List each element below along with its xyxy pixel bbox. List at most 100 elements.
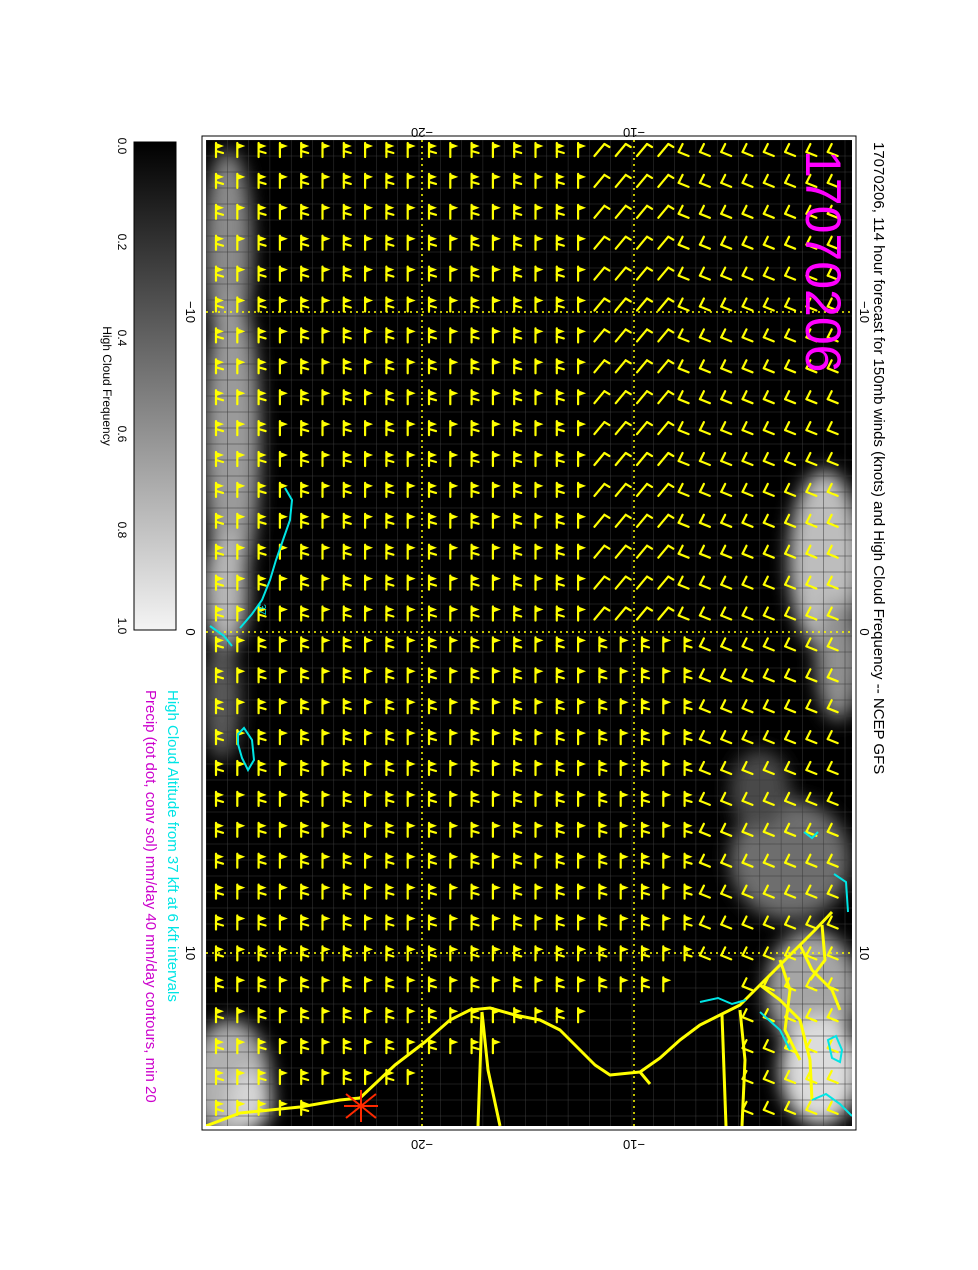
wind-barb	[534, 667, 544, 684]
wind-barb	[698, 606, 712, 621]
wind-barb	[406, 481, 416, 498]
wind-barb	[236, 141, 246, 159]
wind-barb	[720, 760, 733, 776]
wind-barb	[741, 637, 754, 652]
wind-barb	[427, 481, 438, 498]
wind-barb	[449, 605, 459, 622]
wind-barb	[805, 266, 818, 281]
wind-barb	[640, 945, 651, 962]
wind-barb	[364, 1007, 374, 1024]
wind-barb	[534, 759, 544, 777]
wind-barb	[278, 1068, 288, 1086]
wind-barb	[449, 296, 459, 313]
wind-barb	[364, 265, 374, 282]
dotted-reference-lines	[206, 140, 852, 1126]
wind-barb	[342, 667, 352, 684]
wind-barb	[698, 575, 712, 590]
wind-barb	[321, 667, 331, 684]
wind-barb	[278, 667, 288, 684]
wind-barb	[826, 482, 839, 497]
wind-barb	[619, 759, 629, 777]
wind-barb	[619, 636, 629, 653]
wind-barb	[278, 790, 288, 808]
wind-barb	[385, 821, 395, 838]
wind-barb	[677, 235, 690, 250]
wind-barb	[406, 574, 416, 591]
wind-barb	[619, 698, 629, 715]
wind-barb	[555, 265, 565, 282]
wind-barb	[214, 481, 225, 498]
wind-barb	[236, 481, 246, 498]
wind-barb	[640, 790, 651, 808]
wind-barb	[491, 945, 501, 962]
wind-barb	[342, 790, 352, 808]
wind-barb	[513, 976, 523, 993]
wind-barb	[491, 605, 501, 622]
wind-barb	[576, 574, 587, 591]
wind-barb	[698, 390, 712, 405]
wind-barb	[214, 512, 225, 529]
wind-barb	[321, 821, 331, 838]
wind-barb	[783, 729, 797, 745]
wind-barb	[741, 328, 754, 343]
wind-barb	[720, 235, 733, 250]
wind-barb	[534, 327, 544, 344]
wind-barb	[741, 482, 754, 497]
wind-barb	[427, 389, 438, 406]
wind-barb	[214, 636, 225, 653]
wind-barb	[278, 574, 288, 591]
wind-barb	[236, 543, 246, 560]
wind-barb	[427, 759, 438, 777]
wind-barb	[555, 636, 565, 653]
wind-barb	[491, 667, 501, 684]
wind-barb	[321, 327, 331, 344]
wind-barb	[534, 821, 544, 838]
wind-barb	[762, 699, 775, 714]
wind-barb	[635, 204, 654, 219]
wind-barb	[720, 513, 733, 528]
wind-barb	[406, 141, 416, 159]
wind-barb	[677, 328, 690, 343]
wind-barb	[342, 203, 352, 220]
wind-barb	[321, 1037, 331, 1055]
wind-barb	[683, 821, 693, 838]
wind-barb	[278, 172, 288, 189]
wind-barb	[321, 234, 331, 251]
wind-barb	[321, 914, 331, 931]
wind-barb	[593, 482, 611, 497]
wind-barb	[762, 606, 775, 621]
wind-barb	[214, 203, 225, 220]
wind-barb	[614, 235, 632, 250]
wind-barb	[677, 513, 690, 528]
wind-barb	[826, 142, 839, 158]
wind-barb	[300, 914, 310, 931]
wind-barb	[593, 544, 611, 559]
wind-barb	[364, 698, 374, 715]
wind-barb	[513, 759, 523, 777]
wind-barb	[427, 358, 438, 375]
wind-barb	[406, 543, 416, 560]
wind-barb	[614, 328, 632, 343]
bottom-tick-label: −20	[411, 1137, 433, 1152]
wind-barb	[214, 358, 225, 375]
wind-barb	[619, 914, 629, 931]
wind-barb	[555, 141, 565, 159]
wind-barb	[720, 637, 733, 652]
wind-barb	[342, 358, 352, 375]
wind-barb	[826, 235, 839, 250]
coastlines	[206, 910, 842, 1126]
wind-barb	[449, 852, 459, 869]
wind-barb	[826, 915, 839, 930]
top-tick-label: −20	[411, 125, 433, 140]
wind-barb	[449, 790, 459, 808]
wind-barb	[427, 852, 438, 869]
bottom-tick-label: −10	[623, 1137, 645, 1152]
wind-barb	[406, 883, 416, 900]
wind-barb	[783, 575, 797, 590]
wind-barb	[534, 172, 544, 189]
wind-barb	[342, 512, 352, 529]
left-tick-label: −10	[183, 301, 198, 323]
wind-barb	[300, 265, 310, 282]
wind-barb	[657, 328, 675, 343]
wind-barb	[427, 203, 438, 220]
